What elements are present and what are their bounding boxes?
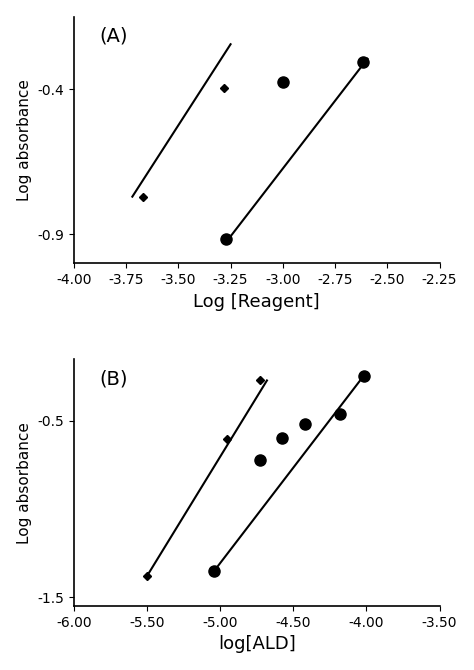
X-axis label: Log [Reagent]: Log [Reagent]: [193, 293, 320, 311]
X-axis label: log[ALD]: log[ALD]: [218, 635, 296, 653]
Y-axis label: Log absorbance: Log absorbance: [17, 421, 32, 543]
Text: (A): (A): [100, 27, 128, 46]
Text: (B): (B): [100, 369, 128, 388]
Y-axis label: Log absorbance: Log absorbance: [17, 79, 32, 201]
